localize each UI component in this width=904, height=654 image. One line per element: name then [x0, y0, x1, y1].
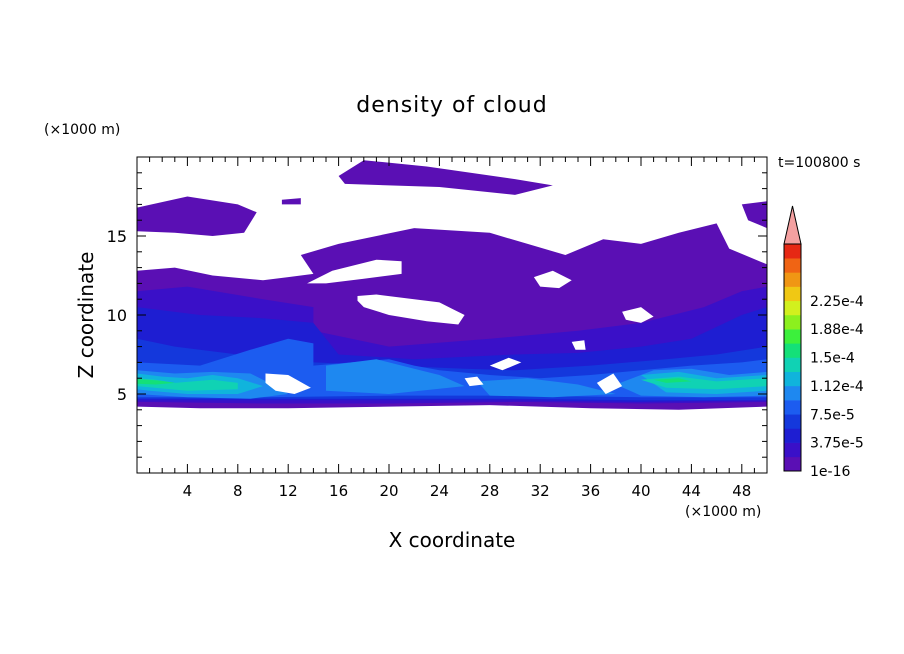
colorbar: 2.25e-4 1.88e-4 1.5e-4 1.12e-4 7.5e-5 3.75e-5…: [783, 205, 864, 480]
colorbar-label: 3.75e-5: [810, 436, 864, 452]
cloud-free-hole: [464, 376, 484, 387]
y-axis: 5 10 15: [107, 172, 767, 458]
time-label: t=100800 s: [778, 155, 860, 171]
x-tick-label: 44: [682, 482, 701, 500]
cloud-free-hole: [622, 307, 654, 323]
y-tick-label: 15: [107, 227, 127, 246]
x-tick-label: 36: [581, 482, 600, 500]
x-tick-label: 24: [430, 482, 449, 500]
cloud-free-hole: [357, 294, 465, 325]
contour-region-level-1: [338, 160, 553, 195]
colorbar-swatch: [784, 385, 801, 401]
colorbar-swatch: [784, 371, 801, 387]
x-tick-label: 4: [183, 482, 193, 500]
colorbar-swatch: [784, 343, 801, 358]
x-tick-label: 8: [233, 482, 243, 500]
colorbar-frame: [783, 243, 802, 472]
cloud-free-hole: [265, 373, 311, 394]
contour-region-level-1: [741, 201, 767, 229]
contour-region-level-6: [326, 359, 465, 394]
x-tick-label: 12: [279, 482, 298, 500]
x-tick-label: 32: [531, 482, 550, 500]
x-tick-label: 28: [480, 482, 499, 500]
colorbar-swatch: [784, 456, 801, 472]
contour-region-level-6: [477, 378, 616, 398]
colorbar-label: 1e-16: [810, 464, 850, 480]
x-tick-label: 40: [631, 482, 650, 500]
colorbar-label: 1.5e-4: [810, 351, 855, 367]
x-tick-label: 48: [732, 482, 751, 500]
x-axis: 4 8 12 16 20 24 28 32 36 40 44 48: [149, 157, 755, 500]
cloud-free-hole: [596, 373, 623, 394]
colorbar-swatch: [784, 244, 801, 259]
colorbar-swatch: [784, 400, 801, 415]
colorbar-label: 7.5e-5: [810, 407, 855, 423]
colorbar-swatch: [784, 286, 801, 302]
colorbar-extend-triangle: [783, 205, 802, 245]
x-axis-label: X coordinate: [389, 528, 516, 552]
y-axis-label: Z coordinate: [74, 252, 98, 379]
colorbar-label: 1.88e-4: [810, 322, 864, 338]
cloud-free-holes: [265, 259, 654, 394]
cloud-free-hole: [307, 259, 402, 284]
contour-region-level-1: [281, 198, 301, 205]
x-tick-label: 20: [379, 482, 398, 500]
contour-regions: [137, 160, 767, 410]
chart-title: density of cloud: [356, 93, 547, 118]
cloud-free-hole: [533, 270, 572, 289]
colorbar-label: 1.12e-4: [810, 379, 864, 395]
colorbar-swatch: [784, 329, 801, 344]
colorbar-label: 2.25e-4: [810, 294, 864, 310]
x-unit-label: (×1000 m): [685, 504, 761, 520]
colorbar-swatch: [784, 258, 801, 273]
colorbar-swatch: [784, 442, 801, 458]
y-unit-label: (×1000 m): [44, 122, 120, 138]
colorbar-swatch: [784, 357, 801, 372]
colorbar-swatch: [784, 272, 801, 287]
colorbar-swatch: [784, 314, 801, 330]
x-tick-label: 16: [329, 482, 348, 500]
y-tick-label: 5: [117, 385, 127, 404]
contour-region-level-9: [137, 379, 175, 385]
cloud-free-hole: [571, 340, 586, 350]
colorbar-swatch: [784, 414, 801, 429]
y-tick-label: 10: [107, 306, 127, 325]
cloud-free-hole: [489, 357, 522, 371]
contour-region-level-1: [137, 196, 257, 236]
contour-region-level-9: [653, 378, 692, 383]
colorbar-swatch: [784, 300, 801, 316]
colorbar-swatch: [784, 428, 801, 443]
